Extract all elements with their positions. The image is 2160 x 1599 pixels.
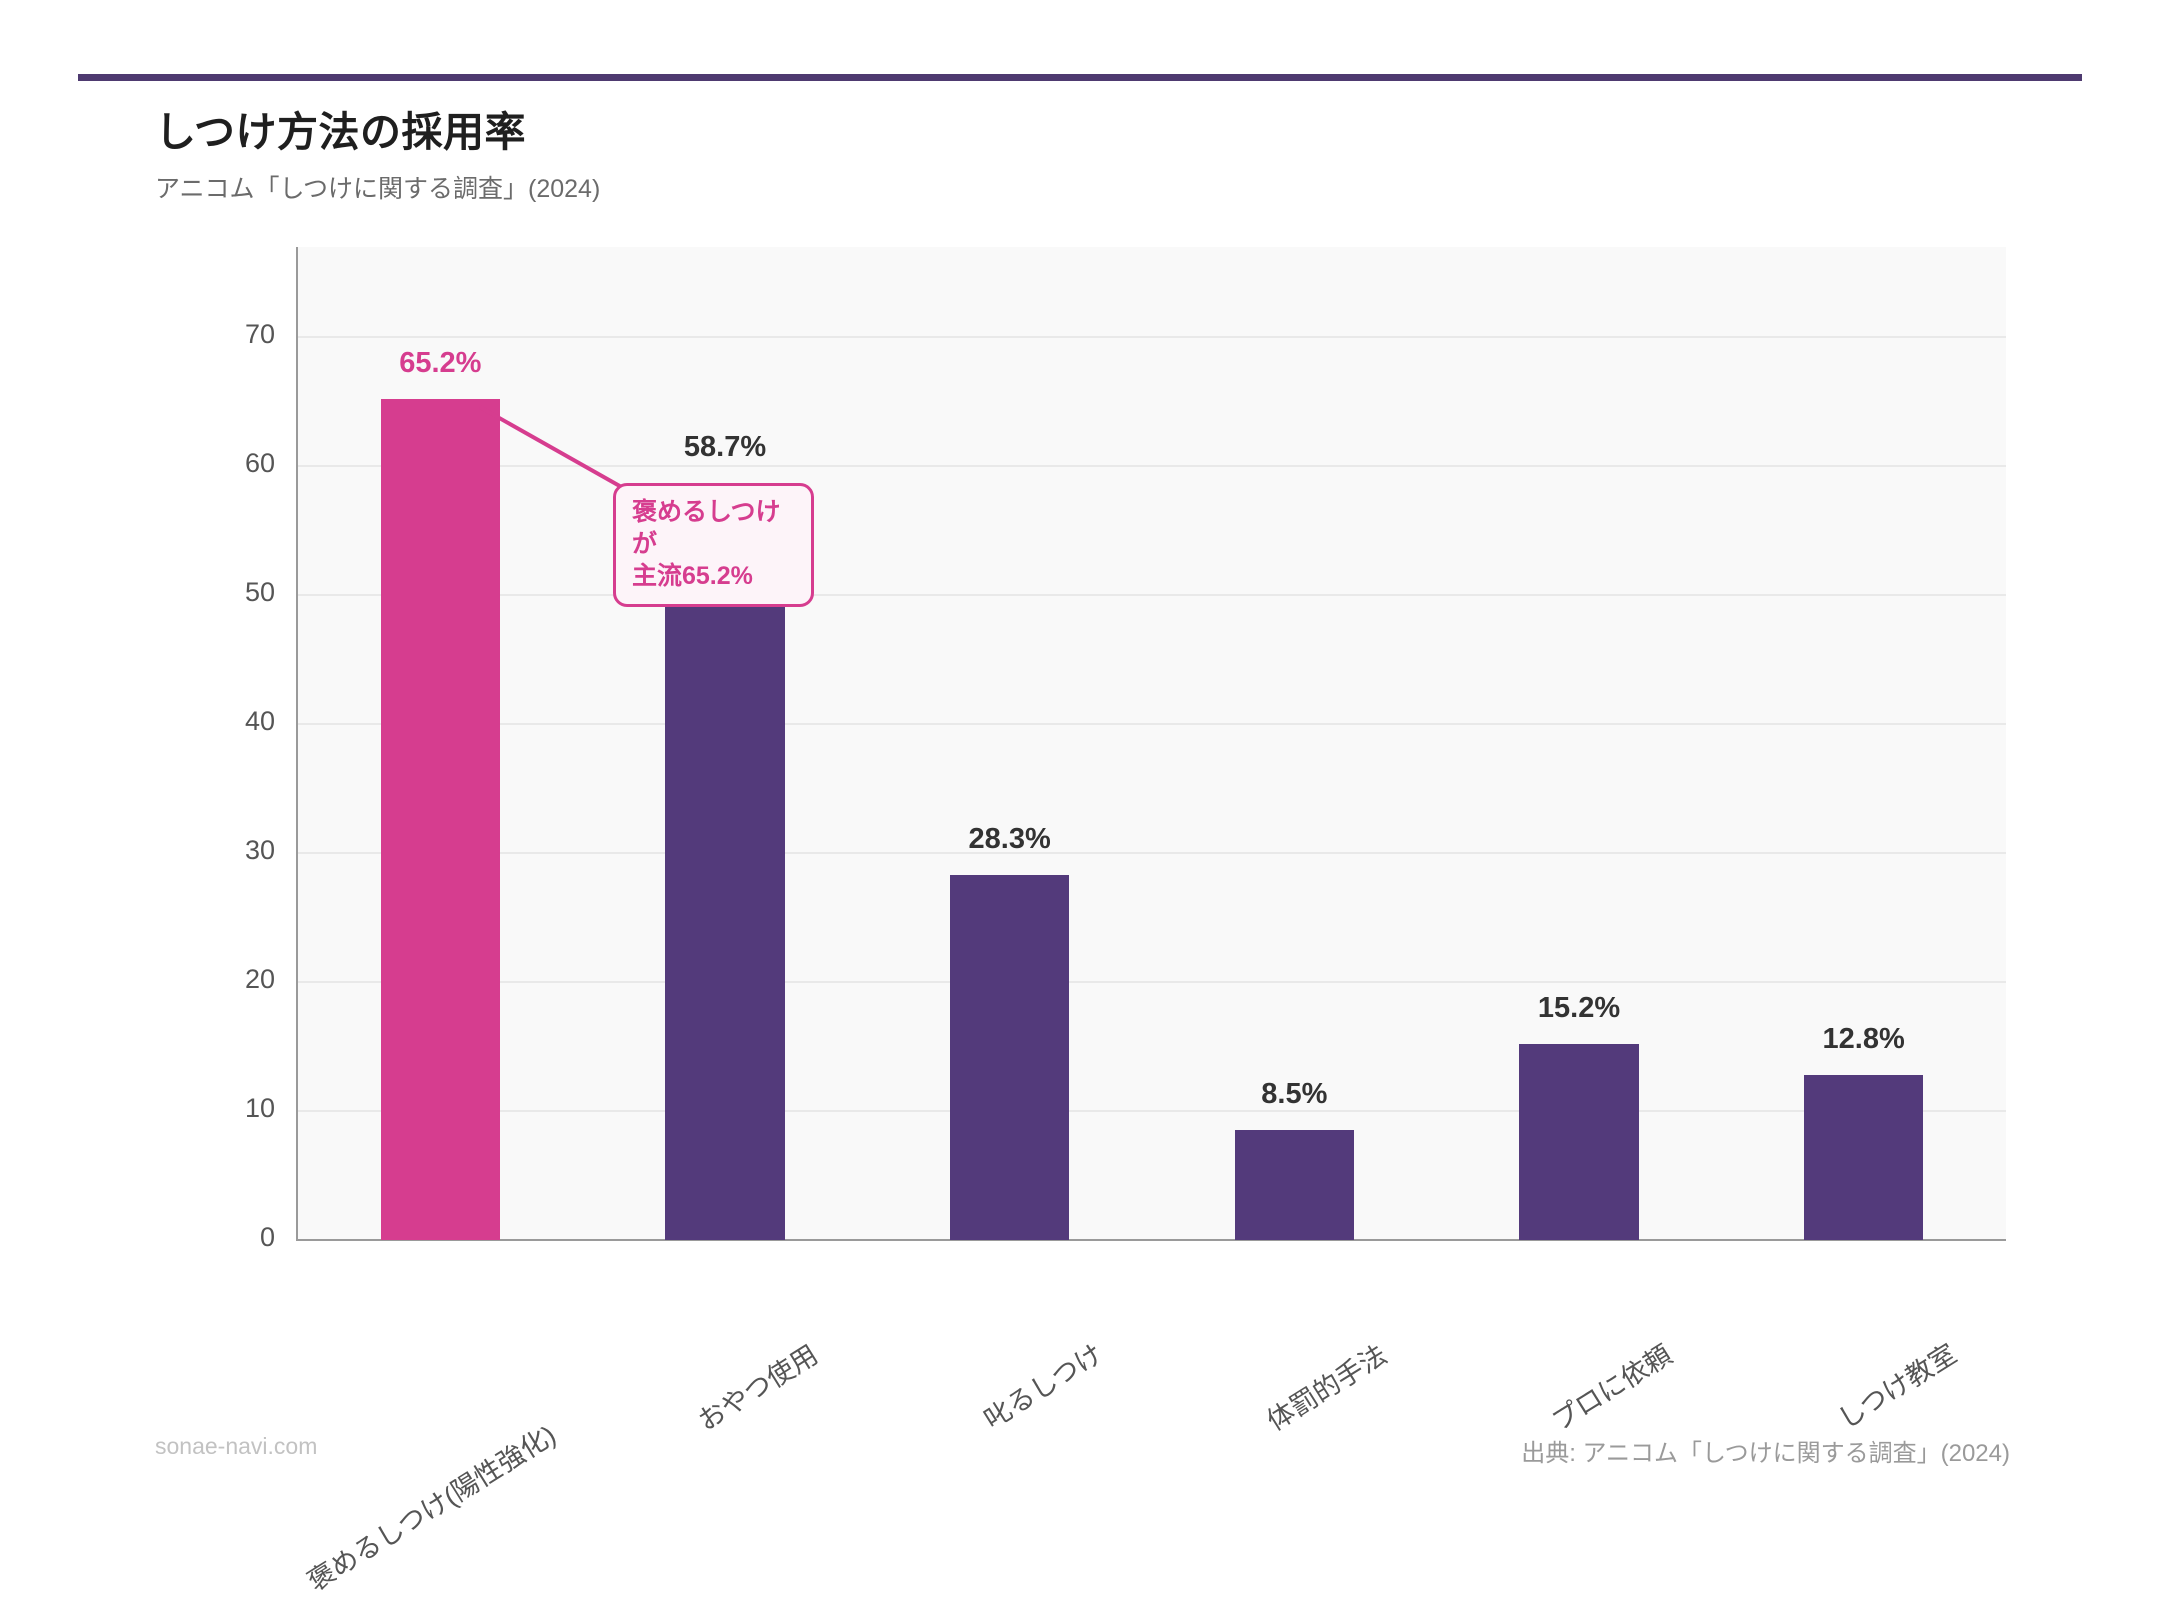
- annotation-callout-text: 褒めるしつけが 主流65.2%: [632, 498, 781, 590]
- gridline: [298, 981, 2006, 984]
- bar[interactable]: [665, 483, 785, 1240]
- x-axis-tick-label: 褒めるしつけ(陽性強化): [302, 1419, 562, 1597]
- bar-value-label: 58.7%: [683, 430, 767, 463]
- y-axis-tick-label: 20: [244, 964, 275, 995]
- x-axis-tick-label: しつけ教室: [1832, 1338, 1962, 1435]
- x-axis-tick-label: おやつ使用: [692, 1339, 824, 1437]
- x-axis-tick-labels: 褒めるしつけ(陽性強化) おやつ使用 叱るしつけ 体罰的手法 プロに依頼 しつけ教室: [298, 1252, 2006, 1597]
- y-axis-tick-label: 40: [244, 706, 275, 737]
- bar-value-label: 15.2%: [1537, 991, 1621, 1024]
- x-axis-tick-label: 叱るしつけ: [978, 1338, 1108, 1435]
- annotation-callout: 褒めるしつけが 主流65.2%: [613, 483, 814, 607]
- gridline: [298, 852, 2006, 855]
- page-title: しつけ方法の採用率: [155, 109, 527, 155]
- bar[interactable]: [1519, 1043, 1639, 1240]
- y-axis-line: [296, 247, 298, 1240]
- x-axis-tick-label: プロに依頼: [1546, 1339, 1678, 1437]
- bar-value-label: 65.2%: [399, 347, 482, 380]
- bar[interactable]: [1803, 1074, 1924, 1240]
- top-accent-rule: [78, 74, 2082, 81]
- x-axis-line: [296, 1239, 2006, 1241]
- bar-value-label: 28.3%: [968, 823, 1051, 856]
- y-axis-tick-label: 50: [244, 577, 275, 608]
- bar[interactable]: [949, 875, 1070, 1240]
- x-axis-tick-label: 体罰的手法: [1262, 1339, 1393, 1437]
- bar-value-label: 12.8%: [1822, 1022, 1905, 1055]
- y-axis-tick-label: 10: [244, 1093, 275, 1124]
- footer-site-label: sonae-navi.com: [155, 1433, 318, 1459]
- gridline: [298, 594, 2006, 597]
- gridline: [298, 336, 2006, 339]
- footer-source-label: 出典: アニコム「しつけに関する調査」(2024): [1521, 1440, 2010, 1467]
- y-axis-tick-label: 70: [244, 319, 275, 350]
- y-axis-tick-label: 0: [259, 1222, 275, 1252]
- bar-series: 65.2% 58.7% 28.3% 8.5% 15.2% 12.8%: [298, 247, 2006, 1240]
- chart-header: しつけ方法の採用率 アニコム「しつけに関する調査」(2024): [155, 108, 1555, 206]
- bar[interactable]: [1234, 1130, 1355, 1240]
- gridline: [298, 723, 2006, 726]
- gridline: [298, 465, 2006, 468]
- bar[interactable]: [380, 399, 501, 1240]
- y-axis-tick-label: 30: [244, 835, 275, 866]
- gridline: [298, 1110, 2006, 1113]
- bar-value-label: 8.5%: [1261, 1078, 1328, 1111]
- y-axis-tick-label: 60: [244, 448, 275, 479]
- chart-subtitle: アニコム「しつけに関する調査」(2024): [155, 175, 601, 204]
